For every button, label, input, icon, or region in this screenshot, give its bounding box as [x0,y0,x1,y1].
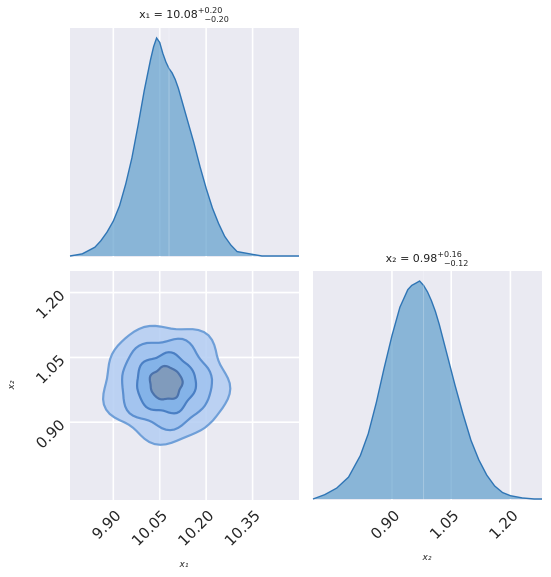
x1-marginal-density [69,28,299,257]
x2-tick-label: 0.90 [367,507,403,543]
x1-title-main: x₁ = 10.08 [139,8,198,21]
x2-tick-label: 1.20 [485,507,521,543]
x1-line [69,36,299,257]
joint-contours [101,324,232,446]
contour-inner [148,364,184,401]
x2-axis-label: x₂ [422,553,432,563]
y-axis-label-x2: x₂ [7,380,17,390]
x1-title-sub: −0.20 [204,15,229,24]
x2-title: x₂ = 0.98+0.16 −0.12 [386,250,469,268]
x2-area [313,281,542,499]
x1-tick-label: 10.05 [128,507,171,550]
x1-tick-label: 10.35 [221,507,264,550]
x1-tick-label: 9.90 [88,507,124,543]
x2-title-sup: +0.16 [437,250,462,259]
x1-title-sup: +0.20 [198,6,223,15]
x2-marginal-density [312,271,542,500]
y-tick-label: 0.90 [32,416,68,452]
x2-tick-label: 1.05 [426,507,462,543]
x2-title-main: x₂ = 0.98 [386,252,438,265]
x1-tick-label: 10.20 [174,507,217,550]
x2-title-sub: −0.12 [444,259,469,268]
x1-title: x₁ = 10.08+0.20 −0.20 [139,6,229,24]
y-tick-label: 1.05 [32,351,68,387]
x2-line [312,280,542,500]
x1-axis-label: x₁ [179,560,189,570]
x1-area [70,38,299,256]
y-tick-label: 1.20 [32,286,68,322]
